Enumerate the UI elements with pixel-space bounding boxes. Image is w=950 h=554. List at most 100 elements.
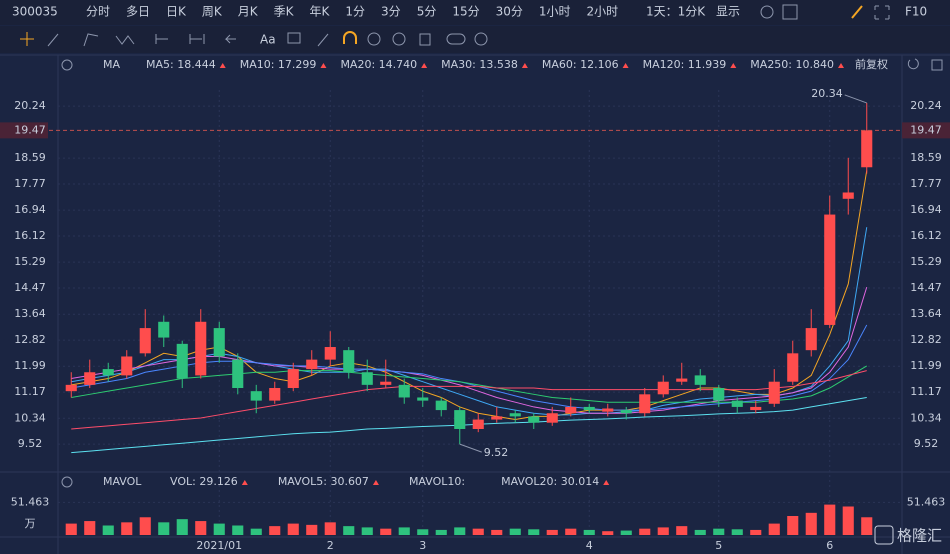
candle-body: [565, 406, 577, 414]
volume-legend-entry: MAVOL20: 30.014: [501, 475, 599, 488]
icon[interactable]: [224, 34, 236, 44]
candle-body: [380, 381, 392, 385]
icon[interactable]: [317, 33, 329, 47]
period-tab[interactable]: 3分: [381, 5, 401, 19]
candle-body: [195, 321, 207, 376]
legend-arrow: [421, 63, 428, 68]
candle-body: [731, 400, 743, 407]
y-tick-label: 11.17: [910, 385, 942, 398]
candle-body: [343, 350, 355, 373]
volume-bar: [731, 529, 743, 535]
candle-body: [583, 406, 595, 411]
candle-body: [750, 406, 762, 411]
watermark: 格隆汇: [874, 525, 942, 545]
volume-bar: [842, 506, 854, 535]
text-tool[interactable]: Aa: [260, 33, 276, 47]
legend-entry: MA120: 11.939: [643, 58, 727, 71]
candle-body: [65, 384, 77, 392]
x-tick-label: 5: [715, 539, 722, 552]
candle-body: [213, 328, 225, 357]
legend-entry: MA30: 13.538: [441, 58, 518, 71]
adjust-mode[interactable]: 前复权: [855, 57, 888, 71]
period-tab[interactable]: 1小时: [539, 5, 571, 19]
volume-bar: [417, 529, 429, 535]
stock-code[interactable]: 300035: [12, 5, 58, 19]
icon[interactable]: [782, 4, 798, 20]
icon[interactable]: [343, 31, 357, 44]
candle-body: [787, 353, 799, 382]
high-annotation: 20.34: [811, 87, 843, 100]
icon[interactable]: [189, 34, 205, 44]
period-tab[interactable]: 周K: [202, 5, 223, 19]
volume-bar: [361, 527, 373, 535]
icon[interactable]: [367, 32, 381, 46]
candle-body: [861, 130, 873, 168]
candle-body: [713, 388, 725, 401]
period-select[interactable]: 1天：1分K: [646, 5, 706, 19]
volume-bar: [768, 523, 780, 535]
legend-entry: MA20: 14.740: [340, 58, 417, 71]
display-select[interactable]: 显示: [716, 5, 740, 19]
period-tab[interactable]: 多日: [126, 5, 150, 19]
icon[interactable]: [931, 59, 943, 71]
indicator-name[interactable]: MA: [103, 58, 120, 71]
icon[interactable]: [83, 33, 99, 47]
f10-button[interactable]: F10: [905, 5, 927, 19]
icon[interactable]: [20, 32, 34, 46]
volume-bar: [380, 528, 392, 535]
candle-body: [361, 372, 373, 385]
candle-body: [491, 416, 503, 420]
candle-body: [287, 369, 299, 389]
y-tick-label: 16.94: [910, 203, 942, 216]
period-tab[interactable]: 1分: [345, 5, 365, 19]
low-annotation: 9.52: [484, 446, 509, 459]
legend-entry: MA250: 10.840: [750, 58, 834, 71]
candle-body: [472, 419, 484, 430]
period-tab[interactable]: 月K: [238, 5, 259, 19]
icon[interactable]: [851, 5, 863, 19]
candle-body: [805, 328, 817, 351]
volume-bar: [343, 526, 355, 535]
icon[interactable]: [61, 476, 73, 488]
indicator-name[interactable]: MAVOL: [103, 475, 142, 488]
candle-body: [657, 381, 669, 395]
candle-body: [84, 372, 96, 385]
y-tick-label: 12.82: [14, 333, 46, 346]
candle-body: [139, 328, 151, 354]
period-tab[interactable]: 季K: [274, 5, 295, 19]
icon[interactable]: [874, 5, 890, 20]
volume-bar: [250, 528, 262, 535]
legend-arrow: [521, 63, 528, 68]
toolbar-icons[interactable]: [20, 4, 943, 488]
volume-bar: [824, 504, 836, 535]
period-tab[interactable]: 30分: [496, 5, 523, 19]
volume-bar: [306, 524, 318, 535]
period-tab[interactable]: 2小时: [587, 5, 619, 19]
period-tab[interactable]: 日K: [166, 5, 187, 19]
icon[interactable]: [474, 32, 488, 46]
candle-body: [306, 359, 318, 370]
volume-bar: [528, 529, 540, 535]
volume-bar: [176, 519, 188, 535]
icon[interactable]: [155, 34, 168, 44]
volume-bar: [287, 523, 299, 535]
icon[interactable]: [446, 33, 466, 45]
icon[interactable]: [907, 58, 919, 70]
icon[interactable]: [392, 32, 406, 46]
icon[interactable]: [47, 33, 59, 47]
period-tab[interactable]: 年K: [310, 5, 331, 19]
volume-bar: [657, 527, 669, 535]
icon[interactable]: [61, 59, 73, 71]
volume-bar: [121, 522, 133, 535]
period-tab[interactable]: 15分: [452, 5, 479, 19]
period-tab[interactable]: 5分: [417, 5, 437, 19]
icon[interactable]: [287, 32, 301, 44]
legend-arrow: [730, 63, 737, 68]
y-tick-label: 13.64: [14, 307, 46, 320]
icon[interactable]: [115, 35, 135, 45]
period-tab[interactable]: 分时: [86, 5, 110, 19]
icon[interactable]: [419, 33, 431, 46]
y-tick-label: 16.94: [14, 203, 46, 216]
legend-entry: MA60: 12.106: [542, 58, 619, 71]
icon[interactable]: [760, 5, 774, 19]
